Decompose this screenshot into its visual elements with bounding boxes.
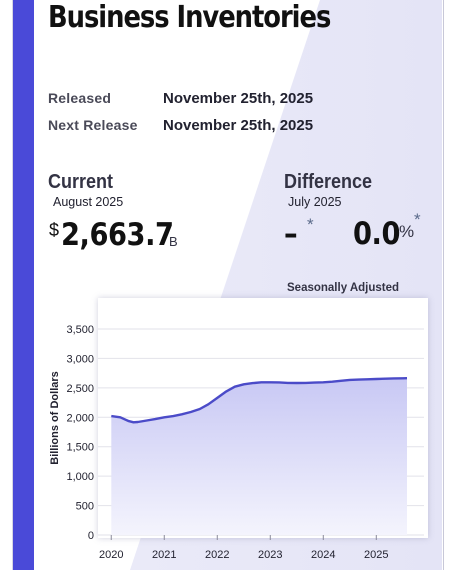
difference-percent: 0.0: [353, 216, 401, 252]
next-release-label: Next Release: [48, 117, 138, 133]
y-tick-label: 3,000: [66, 353, 94, 365]
y-axis-label: Billions of Dollars: [49, 371, 61, 465]
y-tick-label: 0: [88, 530, 94, 542]
currency-symbol: $: [49, 220, 60, 240]
x-tick-label: 2021: [152, 549, 176, 561]
percent-symbol: %: [399, 222, 415, 241]
next-release-date: November 25th, 2025: [163, 117, 314, 134]
released-label: Released: [48, 90, 112, 106]
seasonally-adjusted-note: Seasonally Adjusted: [287, 282, 400, 294]
page-title: Business Inventories: [48, 0, 331, 35]
y-tick-label: 2,500: [66, 383, 94, 395]
x-tick-label: 2024: [311, 549, 335, 561]
x-tick-label: 2022: [205, 549, 229, 561]
y-tick-label: 500: [76, 501, 94, 513]
difference-percent-footnote: *: [414, 210, 421, 229]
released-date: November 25th, 2025: [163, 90, 314, 107]
x-tick-label: 2023: [258, 549, 282, 561]
y-tick-label: 1,000: [66, 471, 94, 483]
y-tick-label: 3,500: [66, 324, 94, 336]
y-tick-label: 2,000: [66, 412, 94, 424]
difference-absolute-footnote: *: [307, 215, 314, 234]
x-tick-label: 2025: [364, 549, 388, 561]
y-tick-label: 1,500: [66, 442, 94, 454]
current-value: 2,663.7: [61, 217, 174, 253]
difference-absolute: –: [284, 216, 298, 252]
x-tick-label: 2020: [99, 549, 123, 561]
current-period: August 2025: [53, 195, 124, 209]
accent-bar: [13, 0, 34, 570]
difference-heading: Difference: [284, 171, 373, 193]
series-area: [111, 378, 408, 535]
series-line: [111, 377, 408, 424]
difference-period: July 2025: [288, 195, 342, 209]
current-heading: Current: [48, 171, 114, 193]
current-unit: B: [169, 234, 178, 249]
